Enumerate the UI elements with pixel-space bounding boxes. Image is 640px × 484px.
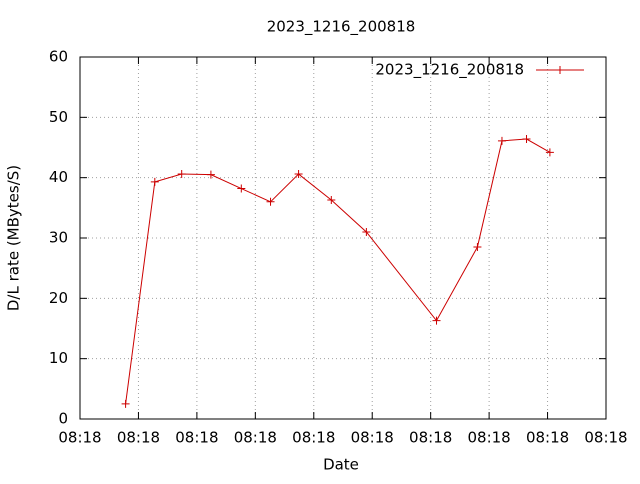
y-tick-label: 40	[49, 168, 68, 186]
x-tick-label: 08:18	[584, 429, 627, 447]
y-tick-label: 0	[58, 410, 68, 428]
x-tick-label: 08:18	[58, 429, 101, 447]
x-tick-label: 08:18	[292, 429, 335, 447]
legend-marker	[556, 66, 564, 74]
chart-title: 2023_1216_200818	[267, 18, 416, 37]
x-tick-label: 08:18	[175, 429, 218, 447]
x-tick-label: 08:18	[409, 429, 452, 447]
point-marker	[473, 243, 482, 252]
x-tick-label: 08:18	[351, 429, 394, 447]
point-marker	[432, 316, 441, 325]
y-tick-label: 60	[49, 48, 68, 66]
point-marker	[266, 197, 275, 206]
legend-label: 2023_1216_200818	[375, 61, 524, 80]
point-marker	[294, 170, 303, 179]
y-tick-label: 30	[49, 229, 68, 247]
x-tick-label: 08:18	[467, 429, 510, 447]
x-tick-label: 08:18	[526, 429, 569, 447]
point-marker	[522, 135, 531, 144]
plot-border	[79, 56, 607, 420]
point-marker	[150, 177, 159, 186]
point-marker	[121, 399, 130, 408]
y-axis-label: D/L rate (MBytes/S)	[5, 165, 23, 311]
y-tick-label: 20	[49, 289, 68, 307]
x-tick-label: 08:18	[234, 429, 277, 447]
y-tick-label: 50	[49, 108, 68, 126]
point-marker	[545, 148, 554, 157]
y-tick-label: 10	[49, 349, 68, 367]
point-marker	[497, 136, 506, 145]
x-tick-label: 08:18	[117, 429, 160, 447]
point-marker	[362, 227, 371, 236]
point-marker	[327, 195, 336, 204]
data-line	[125, 138, 551, 404]
point-marker	[206, 170, 215, 179]
x-axis-label: Date	[323, 456, 359, 474]
point-marker	[237, 184, 246, 193]
point-marker	[177, 170, 186, 179]
